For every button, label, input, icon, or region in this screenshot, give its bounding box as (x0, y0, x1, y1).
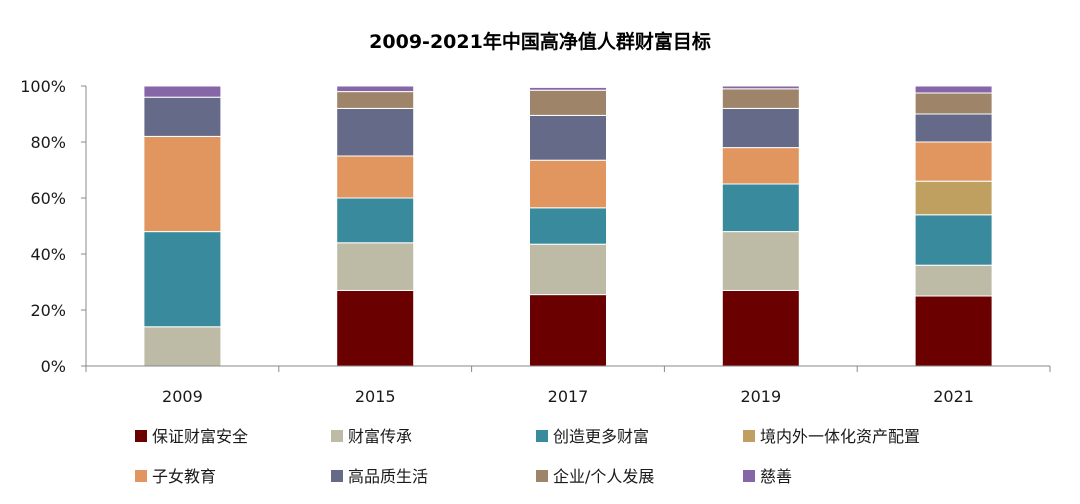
bar-group-2019 (721, 85, 800, 367)
bar-segment-2021-s3 (914, 180, 993, 216)
legend-label: 保证财富安全 (152, 427, 248, 446)
legend-swatch (135, 470, 147, 482)
plot-area (143, 85, 993, 367)
legend-item: 创造更多财富 (536, 427, 649, 446)
bar-segment-2019-s6 (721, 88, 800, 109)
legend-swatch (331, 430, 343, 442)
bar-segment-2015-s7 (336, 85, 415, 93)
legend-label: 子女教育 (152, 467, 216, 486)
y-tick-label: 20% (30, 301, 66, 320)
legend-label: 慈善 (760, 467, 792, 486)
bar-segment-2021-s4 (914, 141, 993, 182)
bar-segment-2019-s4 (721, 147, 800, 185)
y-tick-label: 0% (41, 357, 66, 376)
bar-segment-2017-s7 (529, 86, 607, 91)
legend-item: 子女教育 (135, 467, 216, 486)
bar-segment-2015-s4 (336, 155, 415, 199)
legend-swatch (743, 470, 755, 482)
y-tick-label: 40% (30, 245, 66, 264)
x-tick-label: 2019 (740, 387, 781, 406)
bar-segment-2009-s7 (143, 85, 222, 98)
bar-segment-2021-s0 (914, 295, 993, 367)
legend-label: 境内外一体化资产配置 (760, 427, 920, 446)
bar-group-2021 (914, 85, 993, 367)
bar-segment-2015-s2 (336, 197, 415, 244)
legend-item: 境内外一体化资产配置 (743, 427, 920, 446)
bar-segment-2021-s2 (914, 214, 993, 266)
bar-segment-2019-s0 (721, 289, 800, 367)
legend-swatch (331, 470, 343, 482)
bar-segment-2017-s6 (529, 89, 607, 116)
bar-group-2015 (336, 85, 415, 367)
legend-item: 保证财富安全 (135, 427, 248, 446)
legend-label: 企业/个人发展 (553, 467, 654, 486)
x-tick-label: 2017 (548, 387, 589, 406)
bar-segment-2015-s5 (336, 107, 415, 157)
y-tick-label: 60% (30, 189, 66, 208)
y-tick-label: 100% (20, 77, 66, 96)
bar-segment-2019-s2 (721, 183, 800, 233)
x-tick-label: 2021 (933, 387, 974, 406)
legend-item: 财富传承 (331, 427, 412, 446)
bar-segment-2021-s6 (914, 92, 993, 115)
bar-segment-2009-s4 (143, 135, 222, 233)
bar-segment-2019-s1 (721, 231, 800, 291)
bar-segment-2021-s1 (914, 264, 993, 297)
bar-segment-2015-s0 (336, 289, 415, 367)
bar-segment-2015-s6 (336, 91, 415, 109)
y-axis: 0% 20% 40% 60% 80% 100% (20, 77, 87, 376)
chart-title: 2009-2021年中国高净值人群财富目标 (369, 30, 711, 53)
legend-label: 财富传承 (348, 427, 412, 446)
bar-segment-2017-s2 (529, 207, 607, 245)
legend-swatch (743, 430, 755, 442)
bar-segment-2021-s5 (914, 113, 993, 143)
bar-segment-2015-s1 (336, 242, 415, 291)
bar-group-2017 (529, 86, 607, 367)
bar-group-2009 (143, 85, 222, 367)
bar-segment-2021-s7 (914, 85, 993, 94)
bar-segment-2017-s0 (529, 294, 607, 367)
bar-segment-2009-s1 (143, 326, 222, 367)
legend-label: 创造更多财富 (553, 427, 649, 446)
bar-segment-2019-s5 (721, 107, 800, 149)
bar-segment-2009-s5 (143, 96, 222, 137)
bar-segment-2017-s4 (529, 159, 607, 209)
legend-item: 企业/个人发展 (536, 467, 654, 486)
legend-item: 高品质生活 (331, 467, 428, 486)
x-axis: 2009 2015 2017 2019 2021 (85, 365, 1051, 406)
y-tick-label: 80% (30, 133, 66, 152)
bar-segment-2017-s5 (529, 114, 607, 161)
bar-segment-2009-s2 (143, 231, 222, 328)
x-tick-label: 2009 (162, 387, 203, 406)
x-tick-label: 2015 (355, 387, 396, 406)
legend-swatch (135, 430, 147, 442)
legend-swatch (536, 430, 548, 442)
bar-segment-2017-s1 (529, 243, 607, 296)
legend-label: 高品质生活 (348, 467, 428, 486)
legend-item: 慈善 (743, 467, 792, 486)
legend-swatch (536, 470, 548, 482)
bar-segment-2019-s7 (721, 85, 800, 90)
